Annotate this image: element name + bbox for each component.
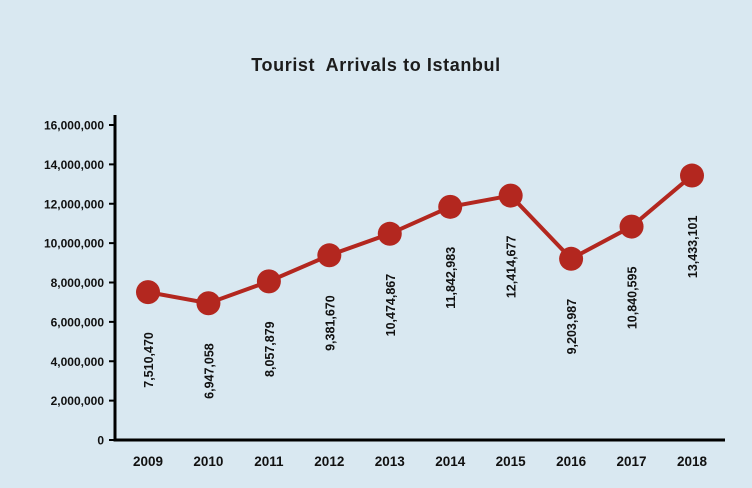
- x-tick-label: 2018: [677, 454, 708, 469]
- x-tick-label: 2017: [617, 454, 647, 469]
- data-point: [559, 246, 584, 271]
- x-tick-label: 2010: [193, 454, 223, 469]
- value-label: 10,474,867: [384, 274, 398, 337]
- data-point: [196, 291, 221, 316]
- data-point: [377, 221, 402, 246]
- data-point: [317, 243, 342, 268]
- value-label: 9,203,987: [565, 299, 579, 355]
- x-tick-label: 2013: [375, 454, 406, 469]
- x-tick-label: 2011: [254, 454, 284, 469]
- value-label: 13,433,101: [686, 215, 700, 278]
- data-line: [147, 174, 694, 306]
- value-label: 10,840,595: [626, 267, 640, 330]
- value-label: 8,057,879: [263, 321, 277, 377]
- value-label: 7,510,470: [142, 332, 156, 388]
- x-tick-label: 2014: [435, 454, 466, 469]
- y-tick-label: 16,000,000: [44, 119, 104, 133]
- y-tick-label: 4,000,000: [51, 355, 105, 369]
- y-tick-label: 10,000,000: [44, 237, 104, 251]
- data-point: [498, 183, 523, 208]
- y-tick-label: 2,000,000: [51, 394, 105, 408]
- data-point: [136, 280, 160, 305]
- y-tick-label: 0: [97, 434, 104, 448]
- value-label: 6,947,058: [202, 343, 216, 399]
- y-tick-label: 14,000,000: [44, 158, 104, 172]
- value-label: 12,414,677: [505, 236, 519, 299]
- y-tick-label: 12,000,000: [44, 197, 104, 211]
- y-tick-label: 8,000,000: [51, 276, 105, 290]
- data-point: [619, 214, 644, 239]
- x-tick-label: 2012: [314, 454, 344, 469]
- x-tick-label: 2016: [556, 454, 587, 469]
- value-label: 9,381,670: [323, 295, 337, 351]
- chart-title: Tourist Arrivals to Istanbul: [251, 55, 501, 75]
- x-tick-label: 2015: [496, 454, 527, 469]
- data-point: [438, 194, 463, 219]
- data-point: [256, 269, 281, 294]
- value-label: 11,842,983: [444, 247, 458, 309]
- data-point: [680, 163, 704, 188]
- y-tick-label: 6,000,000: [51, 315, 105, 329]
- x-tick-label: 2009: [133, 454, 163, 469]
